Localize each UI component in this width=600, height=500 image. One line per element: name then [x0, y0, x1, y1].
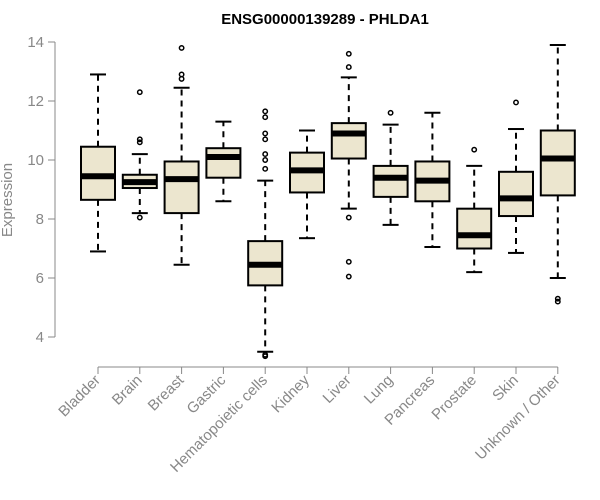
outlier-point [262, 157, 269, 163]
outlier-point [554, 298, 561, 305]
outlier-point [345, 258, 352, 265]
chart-title: ENSG00000139289 - PHLDA1 [221, 11, 429, 28]
box-gastric [205, 147, 242, 179]
outlier-point [262, 108, 269, 115]
y-tick-label: 6 [36, 270, 44, 287]
outlier-point [262, 136, 269, 143]
outlier-point [345, 214, 352, 221]
box-skin [498, 170, 534, 218]
outlier-point [178, 71, 185, 78]
x-tick-label: Bladder [55, 372, 104, 421]
box-unknown-other [539, 129, 576, 197]
y-tick-label: 8 [36, 211, 44, 228]
box-prostate [456, 207, 493, 250]
outlier-point [136, 89, 143, 96]
outlier-point [262, 114, 269, 121]
outlier-point [262, 151, 269, 158]
x-tick-label: Prostate [428, 372, 480, 424]
x-tick-label: Kidney [268, 371, 313, 416]
outlier-point [554, 295, 561, 302]
outlier-point [387, 109, 394, 116]
box-lung [372, 164, 409, 198]
y-tick-label: 10 [27, 152, 44, 169]
outlier-point [513, 99, 519, 106]
outlier-point [136, 139, 143, 146]
box-breast [163, 160, 200, 215]
y-tick-label: 12 [27, 93, 44, 110]
outlier-point [136, 136, 143, 143]
x-tick-label: Skin [489, 372, 522, 405]
x-tick-label: Breast [145, 371, 188, 414]
outlier-point [471, 146, 478, 153]
y-tick-label: 4 [36, 329, 44, 346]
x-tick-label: Liver [320, 372, 355, 407]
x-tick-label: Brain [109, 372, 146, 409]
outlier-point [345, 273, 352, 280]
outlier-point [262, 130, 269, 137]
outlier-point [178, 44, 185, 51]
box-liver [330, 122, 367, 160]
outlier-point [136, 214, 143, 221]
y-tick-label: 14 [27, 34, 44, 51]
outlier-point [262, 165, 269, 172]
outlier-point [345, 50, 352, 57]
outlier-point [262, 351, 269, 358]
y-axis-label: Expression [0, 163, 16, 237]
x-tick-label: Lung [361, 372, 397, 408]
outlier-point [345, 64, 352, 71]
